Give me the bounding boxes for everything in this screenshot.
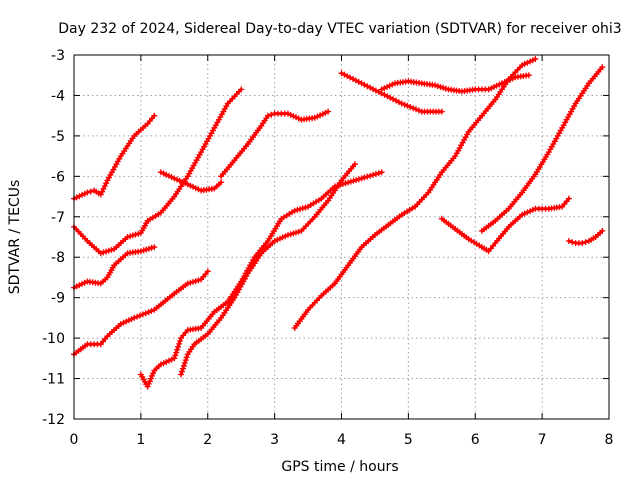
y-tick-label: -12 <box>42 412 65 428</box>
series-arc-10 <box>338 70 445 115</box>
series-arc-11 <box>378 72 532 95</box>
x-tick-label: 5 <box>404 432 413 448</box>
series-markers <box>565 227 606 247</box>
series-group <box>71 56 606 390</box>
series-arc-12 <box>438 195 572 255</box>
series-arc-1 <box>71 112 158 202</box>
series-arc-8 <box>218 108 332 180</box>
axes: 0 1 2 3 4 5 6 7 8 -12 -11 -10 -9 -8 -7 -6 -5 -4 -3 <box>42 48 613 448</box>
x-tick-label: 0 <box>70 432 79 448</box>
y-tick-label: -9 <box>51 291 65 307</box>
y-tick-label: -6 <box>51 169 65 185</box>
series-arc-7 <box>157 169 225 194</box>
series-arc-9 <box>291 56 539 331</box>
series-markers <box>338 70 445 115</box>
series-markers <box>178 161 358 378</box>
series-arc-14 <box>565 227 606 247</box>
series-markers <box>218 108 332 180</box>
y-tick-label: -5 <box>51 129 65 145</box>
series-arc-4 <box>71 268 211 358</box>
y-tick-label: -11 <box>42 372 65 388</box>
x-axis-title: GPS time / hours <box>281 459 398 475</box>
series-arc-6 <box>178 161 358 378</box>
x-tick-label: 4 <box>337 432 346 448</box>
y-tick-label: -3 <box>51 48 65 64</box>
chart-title: Day 232 of 2024, Sidereal Day-to-day VTE… <box>58 21 621 37</box>
series-arc-13 <box>478 64 606 234</box>
series-markers <box>478 64 606 234</box>
x-tick-label: 2 <box>203 432 212 448</box>
series-markers <box>157 169 225 194</box>
series-markers <box>378 72 532 95</box>
x-tick-label: 1 <box>136 432 145 448</box>
x-tick-label: 6 <box>471 432 480 448</box>
y-tick-label: -7 <box>51 210 65 226</box>
series-markers <box>438 195 572 255</box>
y-axis-title: SDTVAR / TECUs <box>7 180 23 295</box>
y-tick-label: -10 <box>42 331 65 347</box>
x-tick-label: 3 <box>270 432 279 448</box>
x-tick-label: 8 <box>605 432 614 448</box>
y-tick-label: -8 <box>51 250 65 266</box>
y-tick-label: -4 <box>51 88 65 104</box>
x-tick-label: 7 <box>538 432 547 448</box>
